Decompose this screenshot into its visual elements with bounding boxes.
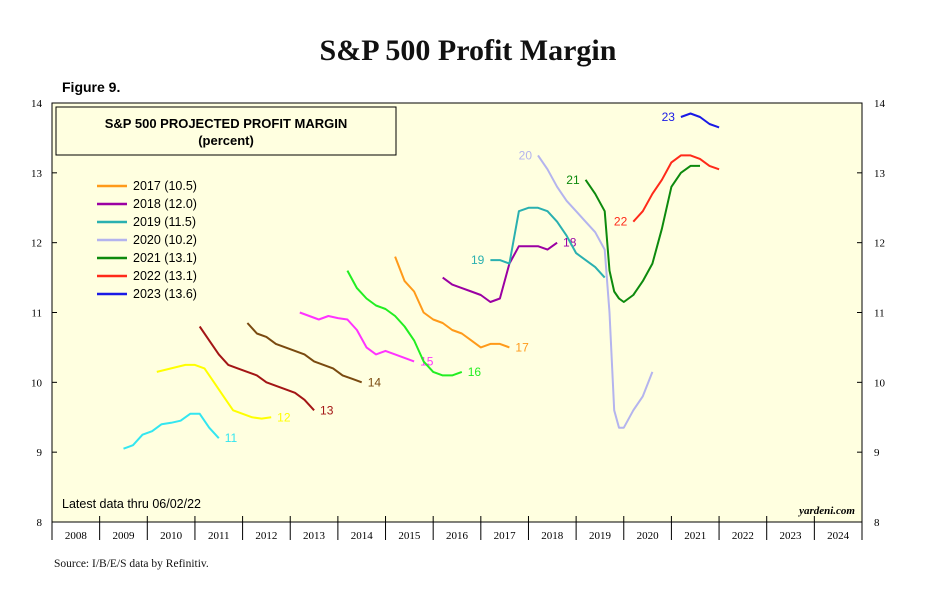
y-tick-label-left: 9: [37, 447, 43, 459]
x-tick-label: 2017: [494, 530, 517, 542]
y-axis-right: 8 9 10 11 12 13 14: [857, 98, 886, 529]
x-tick-label: 2023: [780, 530, 803, 542]
series-line-16: [346, 270, 463, 377]
latest-data-note: Latest data thru 06/02/22: [62, 497, 201, 511]
series-line-17: [394, 256, 510, 349]
x-tick-label: 2020: [637, 530, 660, 542]
series-line-14: [246, 322, 363, 384]
y-tick-label-right: 8: [874, 517, 880, 529]
series-line-15: [299, 311, 415, 363]
series-label-17: 17: [515, 340, 529, 354]
x-tick-label: 2010: [160, 530, 183, 542]
y-tick-label-right: 13: [874, 168, 886, 180]
watermark: yardeni.com: [797, 505, 855, 517]
x-tick-label: 2024: [827, 530, 850, 542]
series-label-15: 15: [420, 354, 434, 368]
legend-label: 2020 (10.2): [133, 233, 197, 247]
x-tick-label: 2016: [446, 530, 469, 542]
x-tick-label: 2009: [112, 530, 135, 542]
series-label-12: 12: [277, 410, 291, 424]
legend-label: 2017 (10.5): [133, 179, 197, 193]
y-tick-label-left: 8: [37, 517, 43, 529]
legend: 2017 (10.5) 2018 (12.0) 2019 (11.5) 2020 (1…: [97, 179, 197, 301]
chart-subtitle: (percent): [198, 133, 254, 148]
series-label-20: 20: [519, 148, 533, 162]
series-label-13: 13: [320, 403, 334, 417]
series-label-23: 23: [662, 110, 676, 124]
y-tick-label-right: 9: [874, 447, 880, 459]
y-tick-label-left: 10: [31, 377, 43, 389]
y-tick-label-right: 12: [874, 238, 885, 250]
x-tick-label: 2018: [541, 530, 564, 542]
chart-title: S&P 500 PROJECTED PROFIT MARGIN: [105, 116, 347, 131]
x-axis: 2008 2009 2010 2011 2012 2013 2014 2015 2016 2017…: [51, 516, 863, 542]
legend-label: 2019 (11.5): [133, 215, 196, 229]
plot-background: [51, 102, 863, 523]
x-tick-label: 2012: [255, 530, 277, 542]
series-label-21: 21: [566, 173, 580, 187]
legend-label: 2021 (13.1): [133, 251, 197, 265]
series-line-19: [490, 206, 606, 279]
x-tick-label: 2014: [351, 530, 374, 542]
page-title: S&P 500 Profit Margin: [319, 34, 617, 67]
y-axis-left: 8 9 10 11 12 13 14: [31, 98, 57, 529]
figure-label: Figure 9.: [62, 79, 121, 95]
y-tick-label-left: 11: [31, 308, 42, 320]
y-tick-label-right: 10: [874, 377, 886, 389]
y-tick-label-right: 11: [874, 308, 885, 320]
x-tick-label: 2019: [589, 530, 612, 542]
x-tick-label: 2022: [732, 530, 754, 542]
series-line-20: [537, 154, 654, 429]
source-note: Source: I/B/E/S data by Refinitiv.: [54, 558, 209, 570]
series-label-19: 19: [471, 253, 485, 267]
x-tick-label: 2015: [398, 530, 421, 542]
series-line-23: [680, 112, 720, 129]
x-tick-label: 2011: [208, 530, 230, 542]
series-label-11: 11: [225, 431, 238, 445]
x-tick-label: 2013: [303, 530, 326, 542]
series-line-12: [156, 363, 272, 420]
y-tick-label-left: 14: [31, 98, 43, 110]
y-tick-label-right: 14: [874, 98, 886, 110]
legend-label: 2023 (13.6): [133, 287, 197, 301]
series-line-22: [632, 154, 720, 223]
x-tick-label: 2021: [684, 530, 706, 542]
legend-label: 2018 (12.0): [133, 197, 197, 211]
legend-label: 2022 (13.1): [133, 269, 197, 283]
y-tick-label-left: 13: [31, 168, 43, 180]
y-tick-label-left: 12: [31, 238, 42, 250]
series-line-18: [442, 241, 558, 303]
x-tick-label: 2008: [65, 530, 88, 542]
chart-title-box: [55, 106, 397, 156]
series-label-14: 14: [368, 375, 382, 389]
series-label-22: 22: [614, 215, 628, 229]
series-line-11: [123, 412, 220, 450]
series-label-16: 16: [468, 365, 482, 379]
series-line-21: [584, 164, 700, 303]
series-line-13: [198, 325, 315, 411]
